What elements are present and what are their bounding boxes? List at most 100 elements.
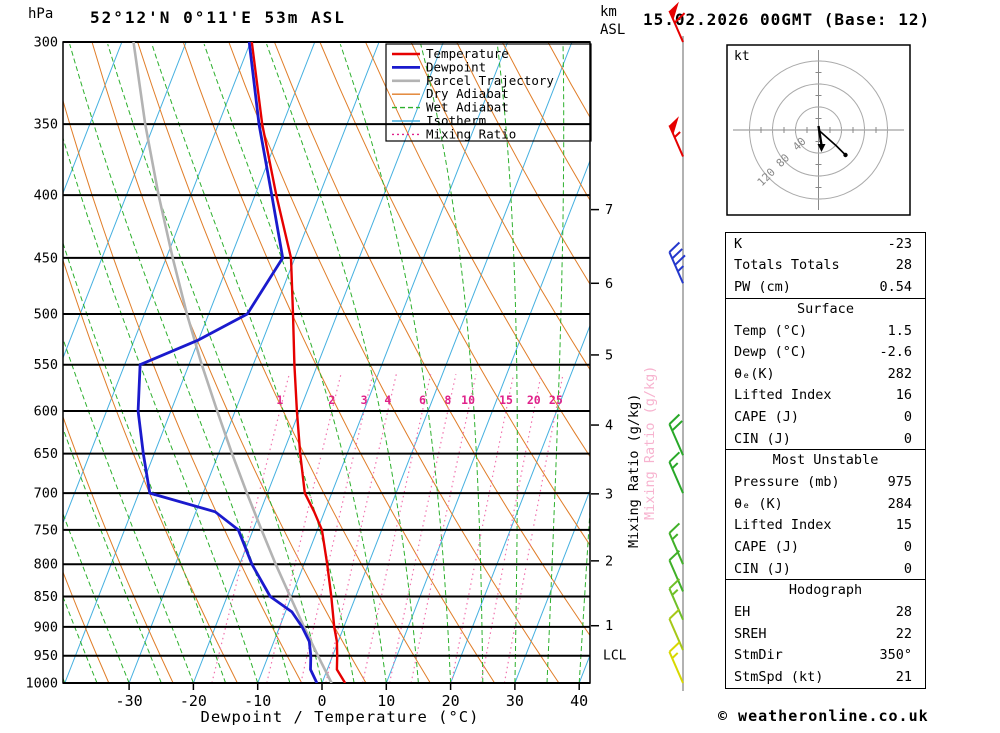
table-section-surface: Surface Temp (°C) 1.5 Dewp (°C) -2.6 θₑ(K) 28… [726,297,925,450]
table-row: CIN (J) 0 [726,428,925,450]
table-row: EH 28 [726,601,925,623]
mixing-ratio-value-label: 2 [328,393,335,407]
isotherm-line [128,42,380,683]
mixing-ratio-labels: 1 2 3 4 6 8 10 15 20 25 [276,393,562,407]
table-row: θₑ(K) 282 [726,363,925,385]
hodograph-frame [726,44,911,216]
row-value: -23 [887,235,912,252]
hodograph-ring-label: 120 [755,166,778,189]
isotherm-line [321,42,573,683]
row-value: 28 [895,604,912,621]
altitude-axis-unit-km: km [600,4,617,20]
pressure-tick-label: 950 [34,648,58,664]
legend-label: Parcel Trajectory [426,73,554,88]
table-row: K -23 [726,233,925,255]
temperature-tick-label: -20 [180,692,207,710]
table-row: θₑ (K) 284 [726,493,925,515]
row-value: 22 [895,625,912,642]
wet-adiabat-line [339,43,452,683]
hodograph-ring [749,60,888,200]
mixing-ratio-value-label: 8 [444,393,451,407]
row-label: θₑ(K) [734,365,775,382]
km-tick-label: 2 [605,553,613,569]
mixing-ratio-value-label: 10 [461,393,475,407]
pressure-tick-label: 400 [34,188,58,204]
table-row: Temp (°C) 1.5 [726,320,925,342]
section-header-most-unstable: Most Unstable [726,449,925,471]
row-label: Temp (°C) [734,322,808,339]
page-title: 52°12'N 0°11'E 53m ASL [90,8,346,27]
row-value: 350° [879,647,912,664]
dry-adiabat-line [456,42,590,286]
row-label: CIN (J) [734,430,791,447]
mixing-ratio-line [362,374,432,683]
table-row: StmSpd (kt) 21 [726,666,925,688]
wind-barb [668,413,684,456]
table-row: CIN (J) 0 [726,558,925,580]
km-tick-label: 1 [605,618,613,634]
wet-adiabat-line [611,44,666,683]
row-label: SREH [734,625,767,642]
row-label: Totals Totals [734,257,840,274]
wind-barb [668,641,684,684]
x-axis-title: Dewpoint / Temperature (°C) [200,708,480,726]
mixing-ratio-value-label: 15 [499,393,513,407]
dry-adiabat-line [91,42,367,683]
mixing-ratio-value-label: 3 [361,393,368,407]
wet-adiabat-line [63,337,194,683]
pressure-tick-label: 350 [34,117,58,133]
altitude-axis: 7 6 5 4 3 2 1 LCL [591,202,627,664]
temperature-tick-label: -30 [116,692,143,710]
table-section-hodograph: Hodograph EH 28 SREH 22 StmDir 350° StmSpd (kt… [726,579,925,687]
wind-barb [668,451,684,494]
pressure-tick-label: 550 [34,357,58,373]
legend-label: Wet Adiabat [426,100,509,115]
isotherm-line [63,42,187,360]
dry-adiabat-line [547,42,590,119]
dewpoint-curve [136,42,319,683]
row-label: CAPE (J) [734,408,800,425]
isotherm-line [385,159,590,683]
table-row: Lifted Index 16 [726,385,925,407]
datetime-label: 15.02.2026 00GMT (Base: 12) [643,10,931,29]
row-value: 284 [887,495,912,512]
row-label: CIN (J) [734,560,791,577]
table-section-indices: K -23 Totals Totals 28 PW (cm) 0.54 [726,233,925,298]
wet-adiabat-line [420,43,484,683]
legend-label: Isotherm [426,113,486,128]
row-value: 28 [895,257,912,274]
row-value: -2.6 [879,344,912,361]
mixing-ratio-value-label: 1 [276,393,283,407]
wet-adiabat-line [63,427,162,683]
section-header-surface: Surface [726,297,925,320]
hodograph-ring-label: 80 [774,151,793,170]
wind-barb [668,578,684,621]
temperature-tick-label: 20 [442,692,460,710]
hodograph-ring [772,83,865,177]
table-row: CAPE (J) 0 [726,536,925,558]
dry-adiabat-line [685,42,700,683]
row-label: θₑ (K) [734,495,783,512]
mixing-ratio-line [480,374,542,683]
temperature-tick-label: 40 [570,692,588,710]
row-label: K [734,235,743,252]
dry-adiabat-line [410,42,590,371]
hodograph-unit-label: kt [734,49,750,64]
row-label: Lifted Index [734,517,832,534]
mixing-ratio-line [450,374,515,683]
row-value: 0 [903,430,912,447]
row-label: Pressure (mb) [734,474,840,491]
pressure-axis-unit: hPa [28,6,54,22]
altitude-axis-unit-asl: ASL [600,22,626,38]
row-value: 21 [895,668,912,685]
pressure-tick-label: 750 [34,522,58,538]
legend-label: Dry Adiabat [426,86,509,101]
wet-adiabat-line [203,43,387,683]
storm-motion-arrow [817,125,823,146]
mixing-ratio-line [410,374,477,683]
table-row: SREH 22 [726,623,925,645]
row-label: StmSpd (kt) [734,668,824,685]
legend-label: Dewpoint [426,59,486,74]
